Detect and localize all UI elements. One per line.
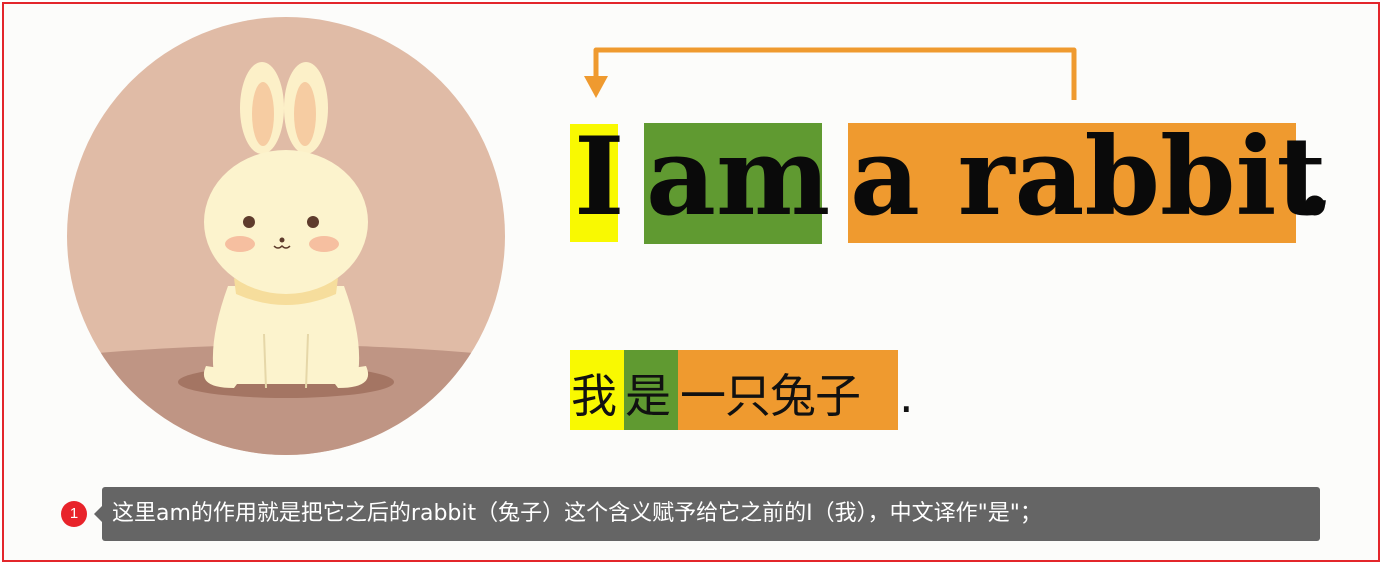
caption-box: 这里am的作用就是把它之后的rabbit（兔子）这个含义赋予给它之前的I（我），…: [94, 487, 1320, 541]
highlight-object-en: [848, 123, 1296, 243]
arrow-back-icon: [584, 47, 1077, 100]
highlight-object-zh: [678, 350, 898, 430]
rabbit-illustration: [67, 17, 505, 455]
chinese-word-rabbit: 一只兔子: [680, 369, 861, 423]
caption-text: 这里am的作用就是把它之后的rabbit（兔子）这个含义赋予给它之前的I（我），…: [112, 501, 1042, 526]
english-word-i: I: [574, 114, 625, 240]
english-word-rabbit: a rabbit: [850, 114, 1327, 240]
highlight-verb-zh: [624, 350, 678, 430]
chinese-period: .: [899, 369, 914, 423]
chinese-word-wo: 我: [571, 369, 617, 423]
english-word-am: am: [646, 114, 831, 240]
highlight-subject-zh: [570, 350, 624, 430]
english-period: .: [1296, 114, 1334, 240]
highlight-verb-en: [644, 123, 822, 244]
annotation-badge[interactable]: 1: [61, 501, 87, 527]
highlight-subject-en: [570, 124, 618, 242]
chinese-word-shi: 是: [625, 369, 671, 423]
